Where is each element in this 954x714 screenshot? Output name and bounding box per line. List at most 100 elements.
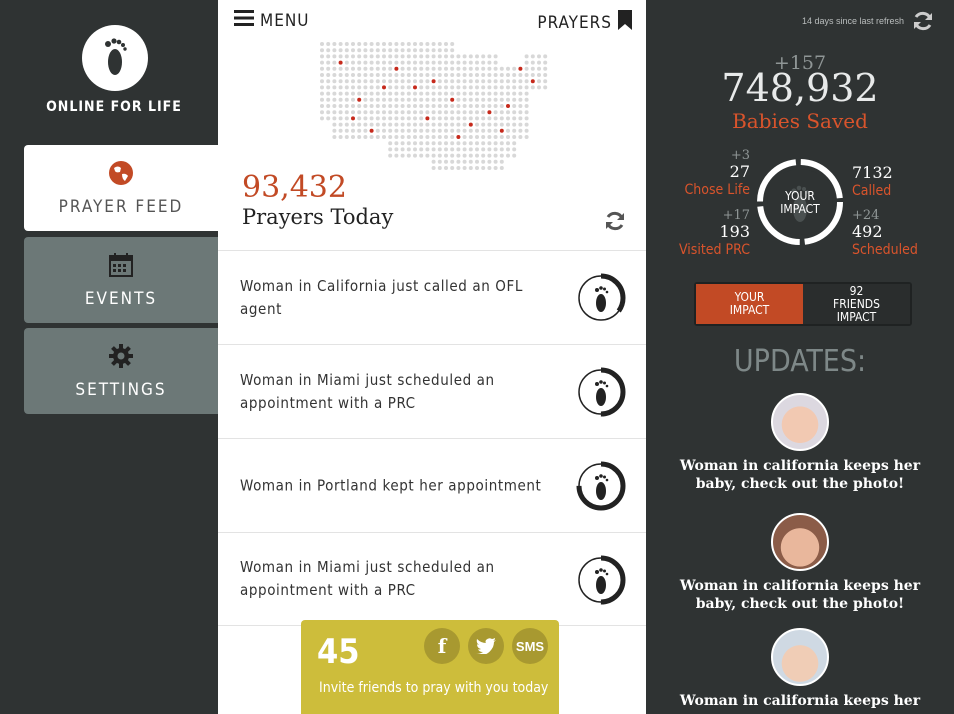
map-dot (431, 54, 436, 59)
prayers-label-today: Prayers Today (242, 205, 394, 229)
sidebar-item-prayer-feed[interactable]: PRAYER FEED (24, 145, 218, 231)
map-dot (400, 110, 405, 115)
map-dot (369, 60, 374, 65)
map-dot (506, 110, 510, 115)
map-dot (344, 110, 349, 115)
prayers-button[interactable]: PRAYERS (537, 10, 632, 35)
list-item[interactable]: Woman in California just called an OFL a… (218, 250, 646, 344)
map-dot (326, 60, 331, 65)
map-dot (518, 116, 523, 121)
map-dot (493, 79, 498, 84)
map-dot (468, 66, 473, 71)
map-dot (518, 66, 523, 71)
update-item[interactable]: Woman in california keeps her (646, 628, 954, 710)
map-dot (388, 66, 393, 71)
map-dot (450, 128, 455, 133)
map-dot (406, 91, 411, 96)
map-dot (375, 110, 380, 115)
map-dot (425, 97, 430, 102)
map-dot (357, 135, 362, 139)
map-dot (344, 48, 349, 53)
map-dot (481, 110, 486, 115)
map-dot (518, 73, 523, 77)
menu-button[interactable]: MENU (234, 10, 310, 31)
prayers-label: PRAYERS (537, 12, 612, 33)
map-dot (487, 135, 492, 139)
map-dot (363, 54, 368, 59)
your-impact-tab[interactable]: YOUR IMPACT (696, 284, 803, 324)
map-dot (444, 54, 448, 59)
map-dot (326, 73, 331, 77)
twitter-icon[interactable] (468, 628, 504, 664)
map-dot (357, 110, 362, 115)
map-dot (351, 42, 355, 46)
map-dot (499, 159, 504, 164)
map-dot (369, 110, 374, 115)
refresh-icon[interactable] (604, 210, 626, 237)
map-dot (481, 159, 486, 164)
feed-item-text: Woman in Miami just scheduled an appoint… (240, 558, 495, 599)
map-dot (462, 135, 467, 139)
sidebar-item-settings[interactable]: SETTINGS (24, 328, 218, 414)
list-item[interactable]: Woman in Miami just scheduled an appoint… (218, 344, 646, 438)
map-dot (444, 73, 448, 77)
map-dot (425, 73, 430, 77)
update-item[interactable]: Woman in california keeps her baby, chec… (646, 393, 954, 493)
map-dot (530, 66, 535, 71)
map-dot (382, 79, 386, 84)
map-dot (338, 104, 343, 108)
map-dot (456, 79, 461, 84)
map-dot (332, 110, 337, 115)
babies-saved-label: Babies Saved (732, 109, 868, 133)
map-dot (357, 60, 362, 65)
impact-toggle: YOUR IMPACT 92 FRIENDS IMPACT (694, 282, 912, 326)
sms-button[interactable]: SMS (512, 628, 548, 664)
map-dot (444, 159, 448, 164)
refresh-icon[interactable] (912, 10, 934, 37)
map-dot (394, 66, 399, 71)
map-dot (419, 54, 424, 59)
facebook-icon[interactable]: f (424, 628, 460, 664)
sidebar: ONLINE FOR LIFE PRAYER FEED EVENTS SETTI… (0, 0, 218, 714)
map-dot (332, 73, 337, 77)
map-dot (363, 122, 368, 127)
map-dot (369, 91, 374, 96)
map-dot (512, 79, 517, 84)
footprint-icon (595, 568, 609, 594)
map-dot (344, 91, 349, 96)
list-item[interactable]: Woman in Portland kept her appointment (218, 438, 646, 532)
map-dot (431, 48, 436, 53)
map-dot (406, 153, 411, 158)
map-dot (419, 66, 424, 71)
map-dot (388, 73, 393, 77)
map-dot (487, 60, 492, 65)
map-dot (450, 48, 455, 53)
map-dot (394, 122, 399, 127)
map-dot (332, 116, 337, 121)
top-bar: MENU PRAYERS (218, 0, 646, 44)
map-dot (506, 135, 510, 139)
map-dot (388, 48, 393, 53)
sidebar-item-events[interactable]: EVENTS (24, 237, 218, 323)
map-dot (338, 128, 343, 133)
map-dot (518, 122, 523, 127)
map-dot (456, 159, 461, 164)
map-dot (462, 54, 467, 59)
map-dot (394, 104, 399, 108)
list-item[interactable]: Woman in Miami just scheduled an appoint… (218, 532, 646, 626)
map-dot (388, 60, 393, 65)
map-dot (363, 66, 368, 71)
stat-label: Scheduled (852, 242, 918, 258)
map-dot (543, 54, 548, 59)
map-dot (338, 42, 343, 46)
map-dot (363, 73, 368, 77)
map-dot (394, 42, 399, 46)
map-dot (437, 141, 442, 146)
menu-label: MENU (260, 10, 310, 31)
update-item[interactable]: Woman in california keeps her baby, chec… (646, 513, 954, 613)
map-dot (444, 116, 448, 121)
friends-impact-tab[interactable]: 92 FRIENDS IMPACT (803, 284, 910, 324)
map-dot (394, 73, 399, 77)
map-dot (375, 128, 380, 133)
map-dot (437, 91, 442, 96)
